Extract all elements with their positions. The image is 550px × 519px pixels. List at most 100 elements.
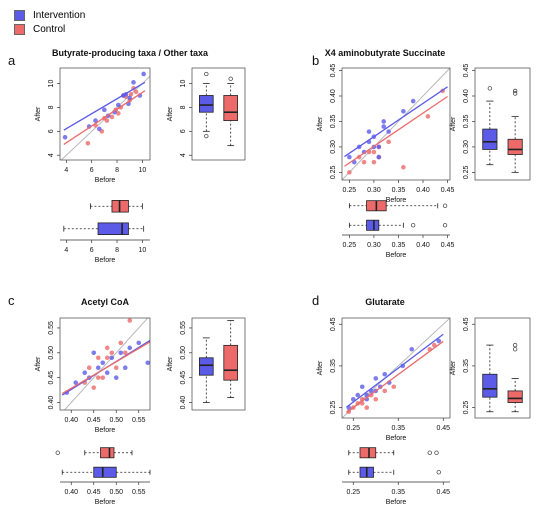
box-after-control-box	[507, 138, 523, 155]
data-point-control	[85, 140, 91, 146]
data-point-intervention	[141, 71, 146, 77]
data-point-intervention	[409, 346, 415, 352]
data-point-intervention	[145, 360, 150, 366]
box-after-control-box	[223, 344, 238, 381]
box-before-intervention-outlier	[411, 223, 416, 228]
data-point-control	[431, 342, 437, 348]
x-tick-label: 0.30	[367, 187, 381, 194]
x-tick-label: 0.40	[416, 187, 430, 194]
x-tick-label: 0.45	[441, 187, 455, 194]
data-point-control	[95, 375, 101, 380]
fit-line-control	[344, 95, 448, 167]
y-tick-label: 0.55	[48, 321, 55, 335]
data-point-control	[371, 149, 377, 155]
data-point-intervention	[116, 102, 121, 108]
data-point-control	[347, 170, 352, 175]
x-axis-label: Before	[386, 499, 407, 506]
x-axis-label: Before	[386, 252, 407, 259]
data-point-intervention	[376, 144, 382, 150]
box-before-control-box	[359, 447, 377, 459]
identity-line	[342, 68, 450, 180]
boxplot-after-frame	[191, 317, 246, 411]
box-after-control-outlier	[513, 342, 518, 348]
scatter-frame	[59, 67, 151, 161]
x-tick-label: 0.50	[109, 489, 123, 496]
data-point-control	[361, 159, 367, 165]
y-tick-label: 0.45	[463, 64, 470, 78]
x-tick-label: 0.25	[346, 489, 360, 496]
y-tick-label: 0.40	[180, 396, 187, 410]
legend-label-intervention: Intervention	[33, 9, 86, 21]
data-point-control	[401, 164, 406, 170]
x-tick-label: 0.35	[391, 425, 405, 432]
fit-line-control	[63, 90, 146, 146]
data-point-intervention	[381, 124, 387, 129]
boxplot-after: 0.25 0.35 0.45 After	[450, 317, 531, 419]
y-tick-label: 0.50	[48, 346, 55, 360]
y-tick-label: 0.45	[48, 371, 55, 385]
box-after-intervention-outlier	[204, 133, 209, 139]
data-point-intervention	[73, 380, 79, 385]
x-tick-label: 8	[115, 247, 119, 254]
data-point-control	[128, 91, 134, 97]
x-axis-label: Before	[95, 427, 116, 434]
data-point-intervention	[382, 371, 388, 377]
data-point-intervention	[95, 365, 101, 371]
y-tick-label: 0.30	[330, 140, 337, 154]
data-point-control	[364, 405, 370, 410]
x-tick-label: 0.40	[64, 417, 78, 424]
box-before-control-box	[100, 447, 115, 459]
data-point-intervention	[122, 365, 128, 371]
box-before-control-outlier	[427, 450, 432, 455]
data-point-control	[386, 139, 391, 145]
legend: Intervention Control	[14, 8, 85, 36]
boxplot-after-frame	[474, 67, 531, 181]
y-tick-label: 0.25	[330, 401, 337, 415]
box-before-intervention-box	[97, 222, 129, 235]
x-tick-label: 0.35	[391, 489, 405, 496]
box-before-intervention-outlier	[436, 470, 441, 475]
data-point-intervention	[118, 350, 124, 356]
y-tick-label: 0.40	[330, 89, 337, 103]
x-tick-label: 0.25	[343, 242, 357, 249]
data-point-intervention	[400, 363, 406, 369]
x-axis-label: Before	[95, 177, 116, 184]
legend-swatch-control	[14, 23, 25, 35]
box-before-intervention-box	[93, 466, 117, 478]
data-point-control	[371, 159, 377, 165]
x-axis-label: Before	[95, 499, 116, 506]
y-axis-label: After	[450, 116, 457, 131]
y-tick-label: 0.35	[330, 115, 337, 129]
x-tick-label: 10	[138, 167, 146, 174]
x-tick-label: 6	[90, 247, 94, 254]
y-tick-label: 0.30	[463, 140, 470, 154]
panel-title: Butyrate-producing taxa / Other taxa	[52, 48, 209, 58]
boxplot-before: 0.25 0.30 0.35 0.40 0.45 Before	[342, 200, 454, 259]
data-point-intervention	[359, 384, 365, 390]
legend-item-intervention: Intervention	[14, 8, 85, 22]
x-tick-label: 0.55	[132, 417, 146, 424]
y-axis-label: After	[317, 360, 324, 375]
box-after-control-outlier	[513, 91, 518, 96]
data-point-intervention	[376, 154, 382, 160]
y-tick-label: 6	[48, 129, 55, 133]
data-point-intervention	[62, 134, 68, 140]
x-tick-label: 0.55	[132, 489, 146, 496]
box-after-control-outlier	[513, 347, 518, 352]
data-point-intervention	[93, 118, 98, 123]
y-tick-label: 0.40	[463, 89, 470, 103]
data-point-control	[86, 365, 92, 371]
data-point-intervention	[96, 126, 102, 132]
x-axis-label: Before	[386, 435, 407, 442]
panel-d: d Glutarate 0.25 0.35 0.45 Before 0.25 0.35 0.45…	[312, 293, 531, 506]
x-tick-label: 0.45	[87, 417, 101, 424]
box-before-control-outlier	[55, 450, 60, 455]
x-axis-label: Before	[95, 257, 116, 264]
x-tick-label: 0.45	[436, 489, 450, 496]
box-before-control-outlier	[442, 203, 448, 208]
x-tick-label: 10	[138, 247, 146, 254]
x-tick-label: 0.30	[367, 242, 381, 249]
